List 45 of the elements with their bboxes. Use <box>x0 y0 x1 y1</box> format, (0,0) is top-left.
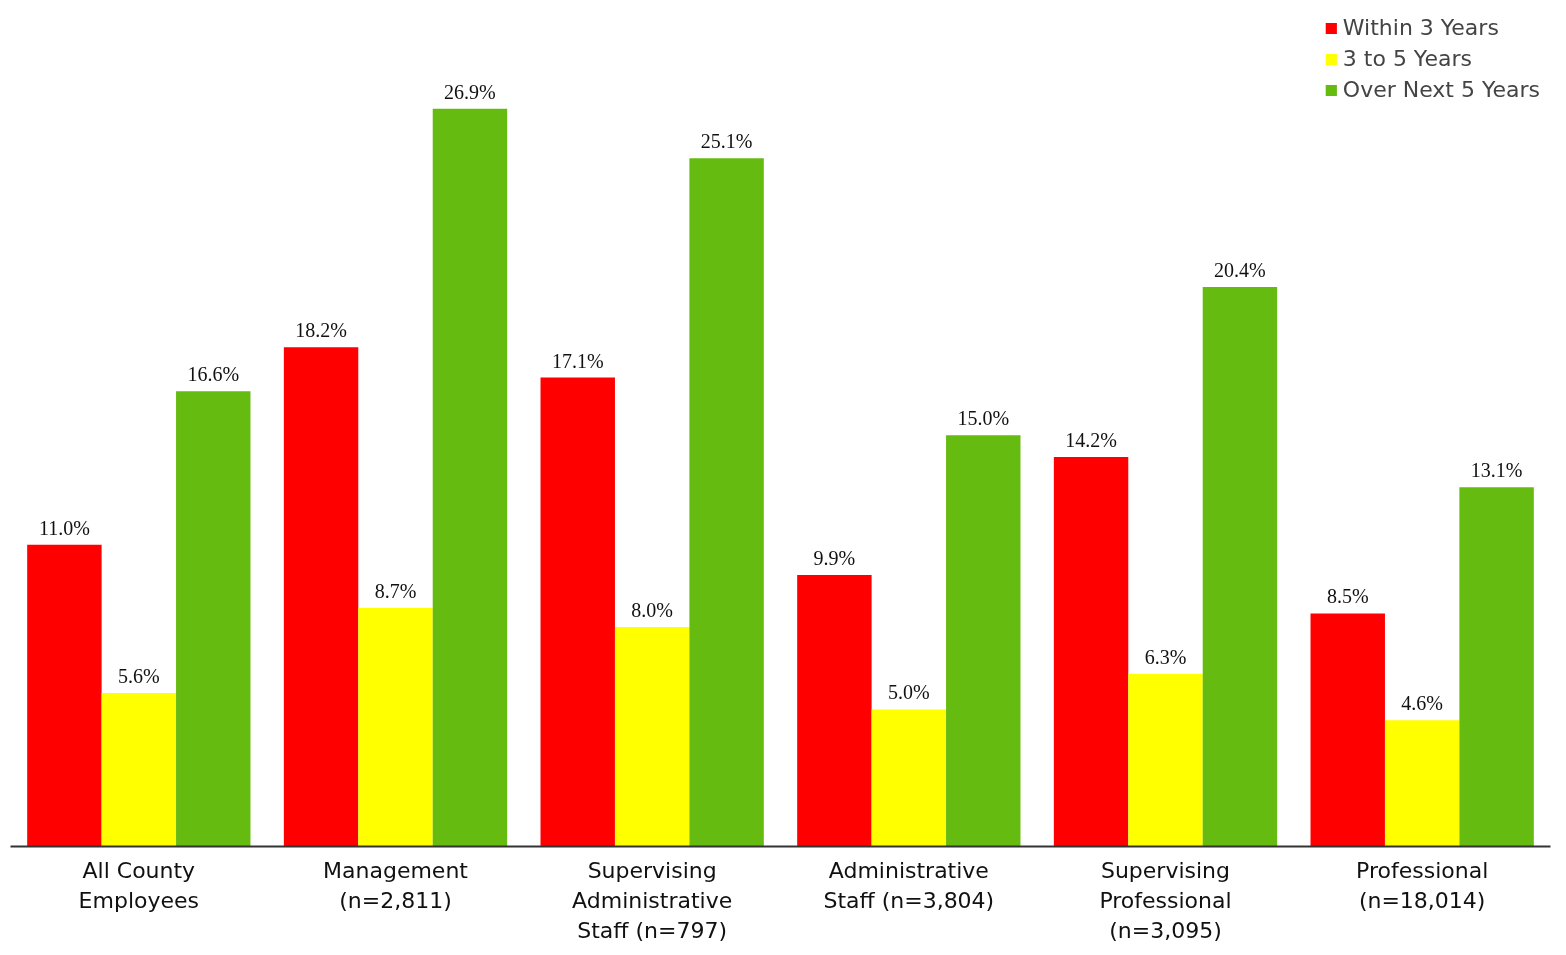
bar <box>614 627 690 847</box>
data-label: 5.6% <box>118 664 160 687</box>
bar <box>797 575 872 847</box>
data-label: 8.0% <box>631 599 674 622</box>
data-label: 5.0% <box>888 681 930 704</box>
bar <box>1202 287 1278 847</box>
bar <box>1310 613 1385 847</box>
x-tick-label: Professional (n=18,014) <box>1356 857 1489 913</box>
bar <box>27 544 102 847</box>
data-label: 25.1% <box>700 130 753 153</box>
x-tick-label: All County Employees <box>78 857 200 913</box>
legend-label: 3 to 5 Years <box>1342 46 1472 71</box>
x-tick-label: Supervising Administrative Staff (n=797) <box>572 857 733 943</box>
data-label: 26.9% <box>444 80 496 103</box>
data-label: 15.0% <box>957 407 1010 430</box>
bar <box>176 391 251 847</box>
bar <box>432 108 508 847</box>
data-label: 9.9% <box>813 547 856 569</box>
bar <box>1459 487 1534 847</box>
data-label: 20.4% <box>1214 259 1266 282</box>
data-label: 18.2% <box>295 319 347 342</box>
data-label: 13.1% <box>1470 459 1523 482</box>
data-label: 16.6% <box>187 363 240 386</box>
bar <box>1384 720 1460 847</box>
data-label: 4.6% <box>1401 692 1444 715</box>
bar <box>946 435 1021 847</box>
data-label: 8.5% <box>1326 585 1369 608</box>
data-label: 8.7% <box>374 579 417 602</box>
bar <box>101 692 177 847</box>
bar <box>1128 673 1203 847</box>
bar <box>540 377 615 847</box>
x-tick-label: Supervising Professional (n=3,095) <box>1099 857 1232 943</box>
data-label: 17.1% <box>551 349 604 372</box>
x-tick-label: Management (n=2,811) <box>323 857 469 913</box>
x-tick-label: Administrative Staff (n=3,804) <box>823 857 995 913</box>
data-label: 6.3% <box>1144 645 1187 668</box>
bar <box>358 607 433 847</box>
legend-label: Over Next 5 Years <box>1342 77 1540 102</box>
data-label: 11.0% <box>38 516 90 539</box>
bar <box>1053 457 1129 847</box>
bar <box>689 158 764 847</box>
bar <box>871 709 947 847</box>
legend-label: Within 3 Years <box>1342 15 1499 40</box>
data-label: 14.2% <box>1065 429 1117 452</box>
bar <box>283 347 359 847</box>
